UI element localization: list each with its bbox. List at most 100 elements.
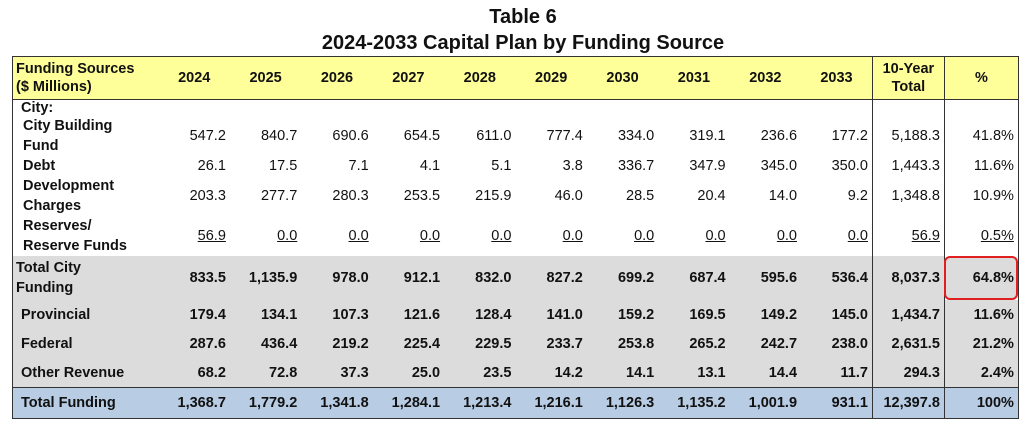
year-value-cell: 17.5 — [230, 156, 301, 176]
year-value-cell: 56.9 — [159, 216, 230, 256]
year-value-cell: 1,368.7 — [158, 387, 230, 419]
header-year: 2026 — [301, 56, 373, 100]
year-value-cell: 225.4 — [372, 329, 445, 358]
percent-cell-value: 0.5% — [980, 228, 1014, 244]
total-funding-row: Total Funding 1,368.7 1,779.2 1,341.8 1,284.… — [12, 387, 1019, 419]
percent-cell: 64.8% — [943, 256, 1019, 300]
year-value-cell: 134.1 — [229, 300, 302, 329]
row-label-line: Fund — [23, 138, 59, 154]
year-value-cell-value: 1,001.9 — [748, 395, 798, 411]
year-value-cell: 14.1 — [586, 358, 659, 388]
year-value-cell-value: 107.3 — [332, 306, 369, 323]
empty-cell — [658, 100, 729, 117]
empty-cell — [515, 100, 586, 117]
empty-cell — [943, 99, 1019, 116]
year-value-cell-value: 14.0 — [768, 188, 798, 204]
year-value-cell: 5.1 — [444, 156, 515, 176]
year-value-cell: 242.7 — [729, 329, 802, 358]
year-value-cell: 1,779.2 — [229, 387, 302, 419]
row-label-line: City Building — [23, 118, 113, 134]
percent-cell: 41.8% — [943, 116, 1019, 156]
year-value-cell-value: 1,213.4 — [463, 395, 512, 411]
row-label: Total City Funding — [12, 256, 159, 300]
header-label-line1: Funding Sources — [16, 61, 135, 77]
year-value-cell-value: 14.2 — [554, 364, 583, 381]
year-value-cell-value: 436.4 — [260, 335, 298, 352]
percent-cell-value: 21.2% — [972, 335, 1014, 352]
year-value-cell: 699.2 — [586, 256, 659, 300]
year-value-cell: 265.2 — [658, 329, 730, 358]
year-value-cell-value: 699.2 — [617, 270, 655, 286]
city-section-label: City: — [12, 99, 159, 116]
year-value-cell-value: 595.6 — [760, 270, 798, 286]
year-value-cell-value: 238.0 — [831, 335, 868, 352]
year-value-cell: 0.0 — [230, 216, 301, 256]
year-value-cell-value: 3.8 — [562, 158, 583, 174]
ten-year-total-cell: 2,631.5 — [871, 329, 945, 358]
ten-year-total-cell-value: 294.3 — [903, 364, 940, 381]
row-label: Federal — [12, 329, 159, 358]
ten-year-total-cell: 8,037.3 — [871, 256, 945, 300]
row-label: Development Charges — [12, 176, 159, 216]
year-value-cell-value: 547.2 — [189, 128, 226, 144]
percent-cell: 11.6% — [943, 156, 1019, 176]
year-value-cell-value: 25.0 — [411, 364, 441, 381]
row-label: Reserves/Reserve Funds — [12, 216, 159, 256]
year-value-cell: 0.0 — [587, 216, 658, 256]
year-value-cell-value: 280.3 — [332, 188, 369, 204]
year-value-cell: 219.2 — [301, 329, 373, 358]
year-value-cell-value: 0.0 — [776, 228, 798, 244]
funding-table: Funding Sources ($ Millions) 2024 2025 202… — [12, 56, 1019, 419]
year-value-cell: 0.0 — [658, 216, 729, 256]
year-value-cell: 287.6 — [158, 329, 230, 358]
table-title: 2024-2033 Capital Plan by Funding Source — [321, 32, 725, 54]
row-label: Other Revenue — [12, 358, 159, 388]
funding-source-row: Provincial 179.4 134.1 107.3 121.6 128.4 141.0… — [12, 300, 1019, 329]
year-value-cell: 1,001.9 — [729, 387, 802, 419]
header-year: 2029 — [515, 56, 587, 100]
year-value-cell-value: 169.5 — [689, 306, 726, 323]
year-value-cell-value: 253.5 — [403, 188, 441, 204]
year-value-cell-value: 1,135.9 — [248, 270, 298, 286]
empty-cell — [801, 100, 872, 117]
year-value-cell-value: 777.4 — [546, 128, 583, 144]
empty-cell — [444, 100, 515, 117]
year-value-cell-value: 11.7 — [840, 364, 868, 381]
funding-source-row: Federal 287.6 436.4 219.2 225.4 229.5 233.7 253… — [12, 329, 1019, 358]
city-section-row: City: — [12, 99, 1019, 117]
header-row: Funding Sources ($ Millions) 2024 2025 202… — [12, 56, 1019, 100]
ten-year-total-cell: 5,188.3 — [871, 116, 945, 156]
ten-year-total-cell-value: 8,037.3 — [891, 270, 940, 286]
year-value-cell-value: 229.5 — [475, 335, 512, 352]
year-value-cell-value: 68.2 — [197, 364, 226, 381]
percent-cell: 21.2% — [943, 329, 1019, 358]
row-label-line: Federal — [21, 335, 73, 352]
year-value-cell-value: 236.6 — [760, 128, 798, 144]
year-value-cell: 347.9 — [658, 156, 729, 176]
year-value-cell: 179.4 — [158, 300, 230, 329]
year-value-cell: 595.6 — [729, 256, 802, 300]
year-value-cell: 827.2 — [515, 256, 587, 300]
year-value-cell-value: 233.7 — [546, 335, 583, 352]
row-label-line: Reserves/ — [23, 218, 92, 234]
row-label-line: Reserve Funds — [23, 238, 127, 254]
ten-year-total-cell: 294.3 — [871, 358, 945, 388]
year-value-cell: 14.0 — [730, 176, 801, 216]
year-value-cell-value: 1,368.7 — [177, 395, 226, 411]
year-value-cell-value: 334.0 — [617, 128, 655, 144]
header-year: 2030 — [586, 56, 659, 100]
year-value-cell: 350.0 — [801, 156, 872, 176]
year-value-cell-value: 347.9 — [689, 158, 726, 174]
year-value-cell: 215.9 — [444, 176, 515, 216]
year-value-cell-value: 687.4 — [689, 270, 726, 286]
year-value-cell-value: 1,341.8 — [320, 395, 369, 411]
header-total-line1: 10-Year — [882, 61, 935, 77]
city-funding-row: City Building Fund 547.2 840.7 690.6 654.5 611… — [12, 116, 1019, 156]
year-value-cell: 141.0 — [515, 300, 587, 329]
year-value-cell-value: 978.0 — [332, 270, 369, 286]
year-value-cell-value: 23.5 — [483, 364, 512, 381]
year-value-cell-value: 0.0 — [562, 228, 583, 244]
ten-year-total-cell-value: 5,188.3 — [891, 128, 940, 144]
row-label-line: Other Revenue — [21, 364, 125, 381]
year-value-cell: 687.4 — [658, 256, 730, 300]
